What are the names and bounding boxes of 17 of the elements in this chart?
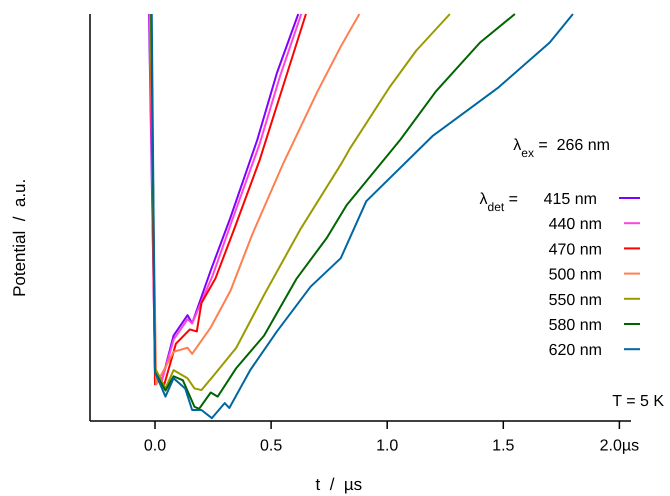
legend-label: 620 nm — [548, 342, 602, 360]
x-tick-label: 1.0 — [376, 437, 398, 454]
legend-label: 550 nm — [548, 292, 602, 309]
legend-label: 470 nm — [548, 241, 602, 258]
annotation: λ$_{ex}$ = 266 nm — [513, 137, 610, 160]
x-tick-label: 0.5 — [260, 437, 282, 454]
x-tick-label: 0.0 — [144, 437, 166, 454]
legend-label: 440 nm — [548, 216, 602, 234]
x-axis-title: t / µs — [316, 475, 362, 494]
x-tick-label: 1.5 — [492, 437, 515, 454]
legend-label: 580 nm — [548, 317, 602, 334]
legend-label: 500 nm — [548, 266, 602, 284]
legend-title: λ$_{det}$ = — [480, 191, 518, 214]
x-tick-label: 2.0µs — [600, 437, 640, 454]
y-axis-title: Potential / a.u. — [10, 178, 29, 297]
legend-label: 415 nm — [544, 191, 597, 208]
annotation: T = 5 K — [612, 393, 664, 410]
